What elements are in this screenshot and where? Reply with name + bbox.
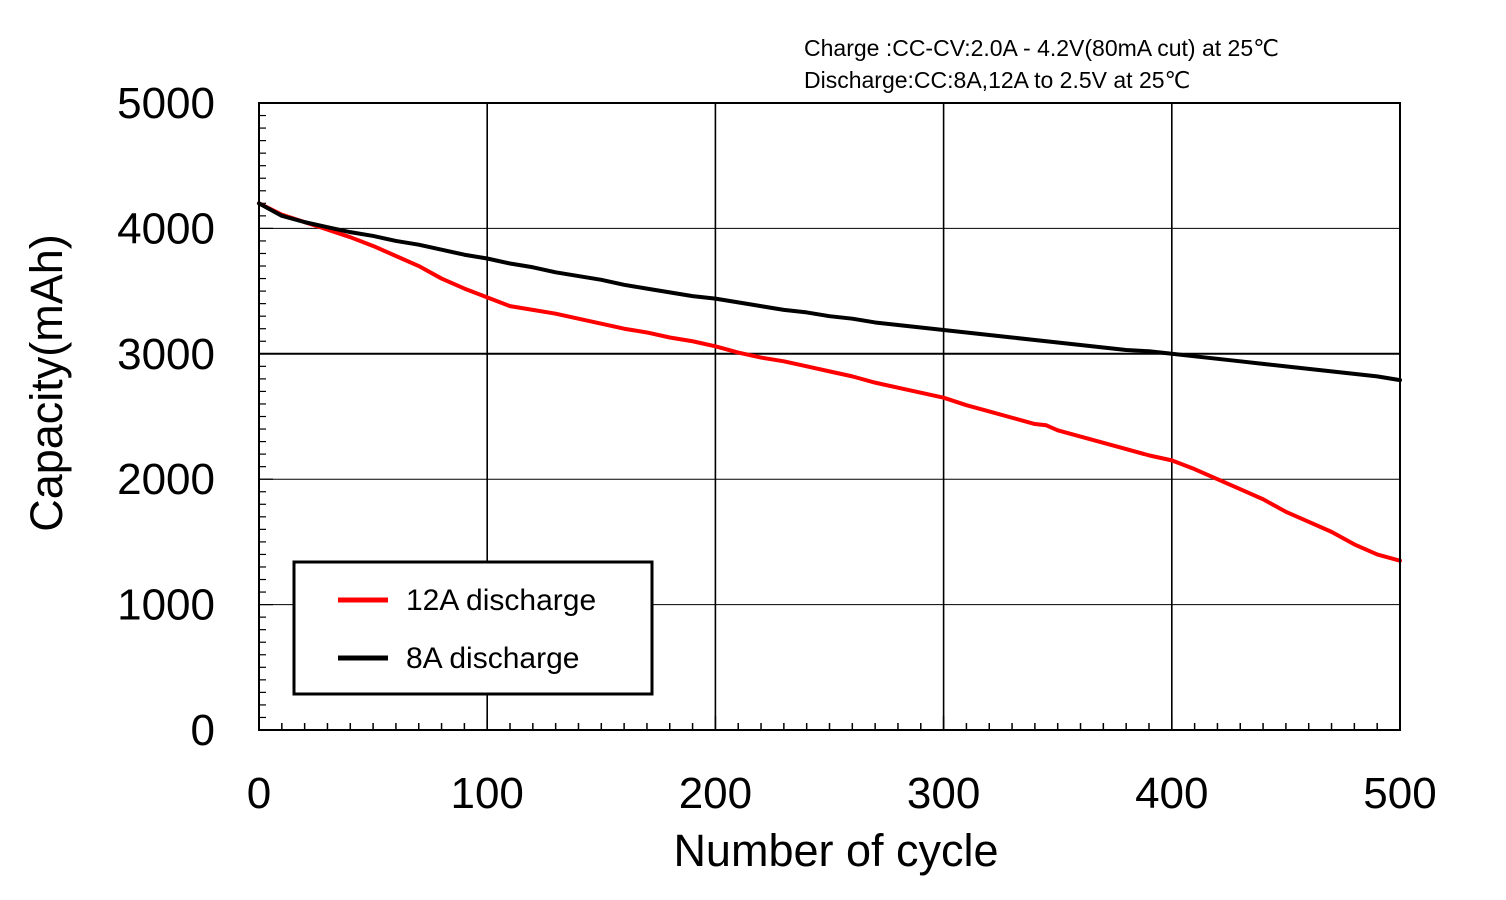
series-line-8a-discharge (257, 201, 1402, 383)
legend-label-12a: 12A discharge (406, 584, 596, 617)
plot-frame (258, 102, 1401, 731)
x-tick-label: 500 (1363, 769, 1436, 818)
y-tick-label: 0 (191, 706, 215, 755)
y-axis-title: Capacity(mAh) (21, 234, 72, 532)
y-tick-labels: 0 1000 2000 3000 4000 5000 (117, 79, 215, 755)
y-tick-label: 3000 (117, 330, 215, 379)
grid (259, 103, 1400, 730)
x-axis-title: Number of cycle (673, 825, 998, 876)
x-tick-label: 0 (247, 769, 271, 818)
x-tick-label: 200 (679, 769, 752, 818)
legend-box (292, 560, 654, 696)
legend: 12A discharge 8A discharge (292, 560, 654, 696)
legend-label-8a: 8A discharge (406, 642, 579, 675)
series-line-12a-discharge (257, 201, 1402, 563)
x-tick-label: 300 (907, 769, 980, 818)
x-tick-label: 100 (450, 769, 523, 818)
series-lines (257, 201, 1402, 563)
y-tick-label: 4000 (117, 204, 215, 253)
discharge-annotation: Discharge:CC:8A,12A to 2.5V at 25℃ (804, 67, 1190, 93)
minor-ticks (258, 102, 1401, 731)
x-tick-labels: 0 100 200 300 400 500 (247, 769, 1437, 818)
charge-annotation: Charge :CC-CV:2.0A - 4.2V(80mA cut) at 2… (804, 35, 1279, 61)
y-tick-label: 2000 (117, 455, 215, 504)
x-tick-label: 400 (1135, 769, 1208, 818)
y-tick-label: 5000 (117, 79, 215, 128)
y-tick-label: 1000 (117, 581, 215, 630)
annotation-group: Charge :CC-CV:2.0A - 4.2V(80mA cut) at 2… (804, 35, 1279, 93)
